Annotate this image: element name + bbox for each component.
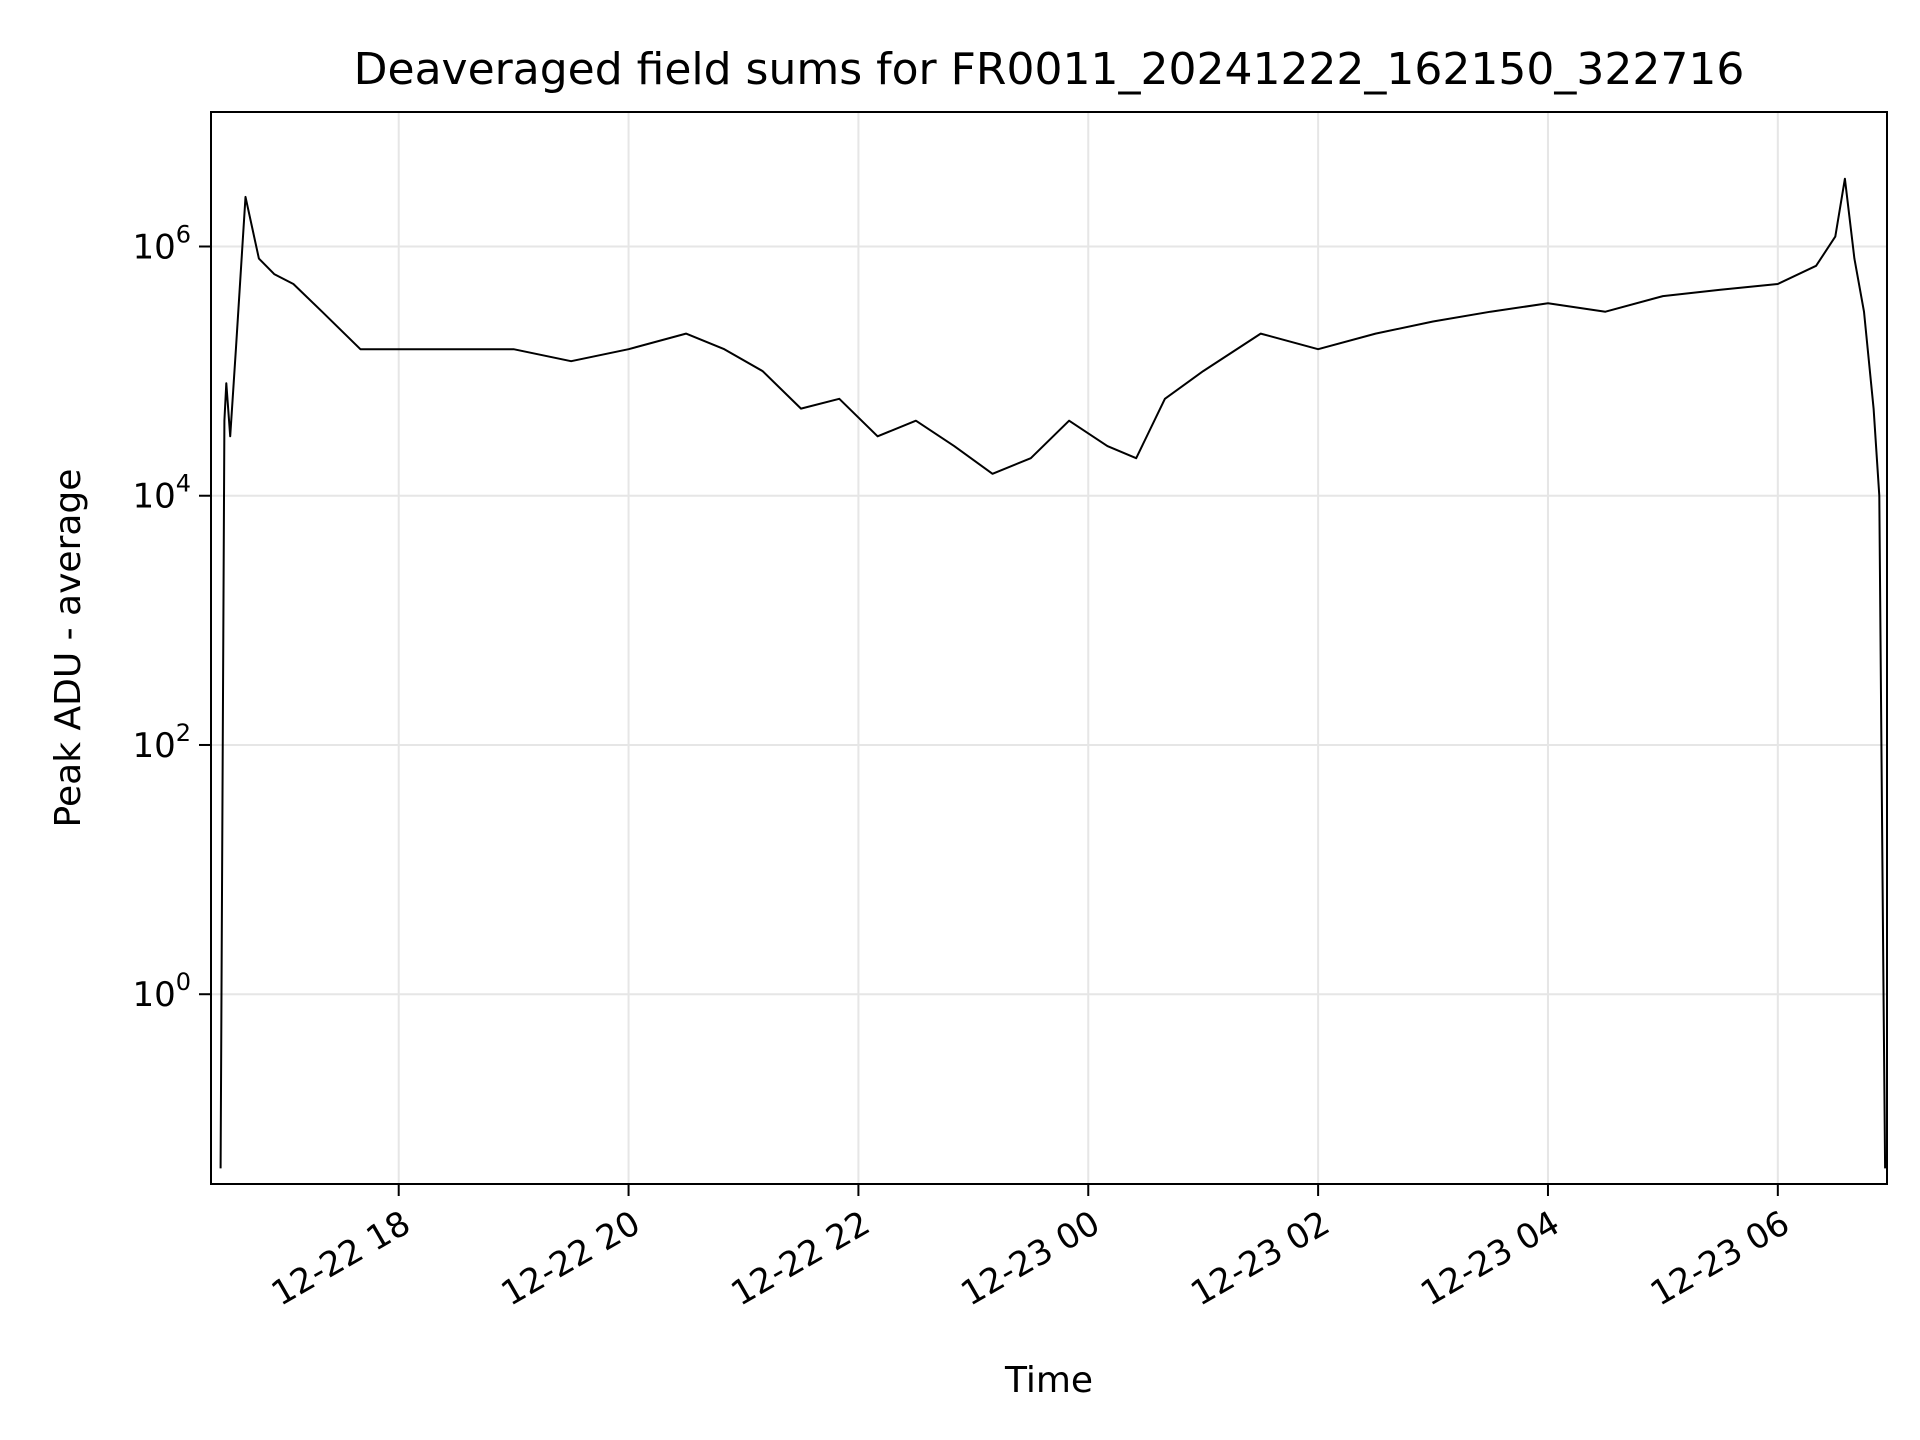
y-tick-label: 102 — [132, 719, 191, 766]
chart-title: Deaveraged field sums for FR0011_2024122… — [354, 44, 1745, 95]
y-axis-label: Peak ADU - average — [48, 469, 89, 828]
y-tick-label: 106 — [132, 220, 191, 267]
plot-frame — [210, 111, 1888, 1185]
series-line — [219, 177, 1887, 1169]
gridlines — [211, 112, 1887, 1184]
data-series — [219, 177, 1887, 1169]
y-axis-ticks: 100 102 104 106 — [132, 220, 211, 1015]
y-tick-label: 100 — [132, 968, 191, 1015]
y-tick-label: 104 — [132, 470, 191, 517]
x-axis-label: Time — [1004, 1360, 1093, 1401]
